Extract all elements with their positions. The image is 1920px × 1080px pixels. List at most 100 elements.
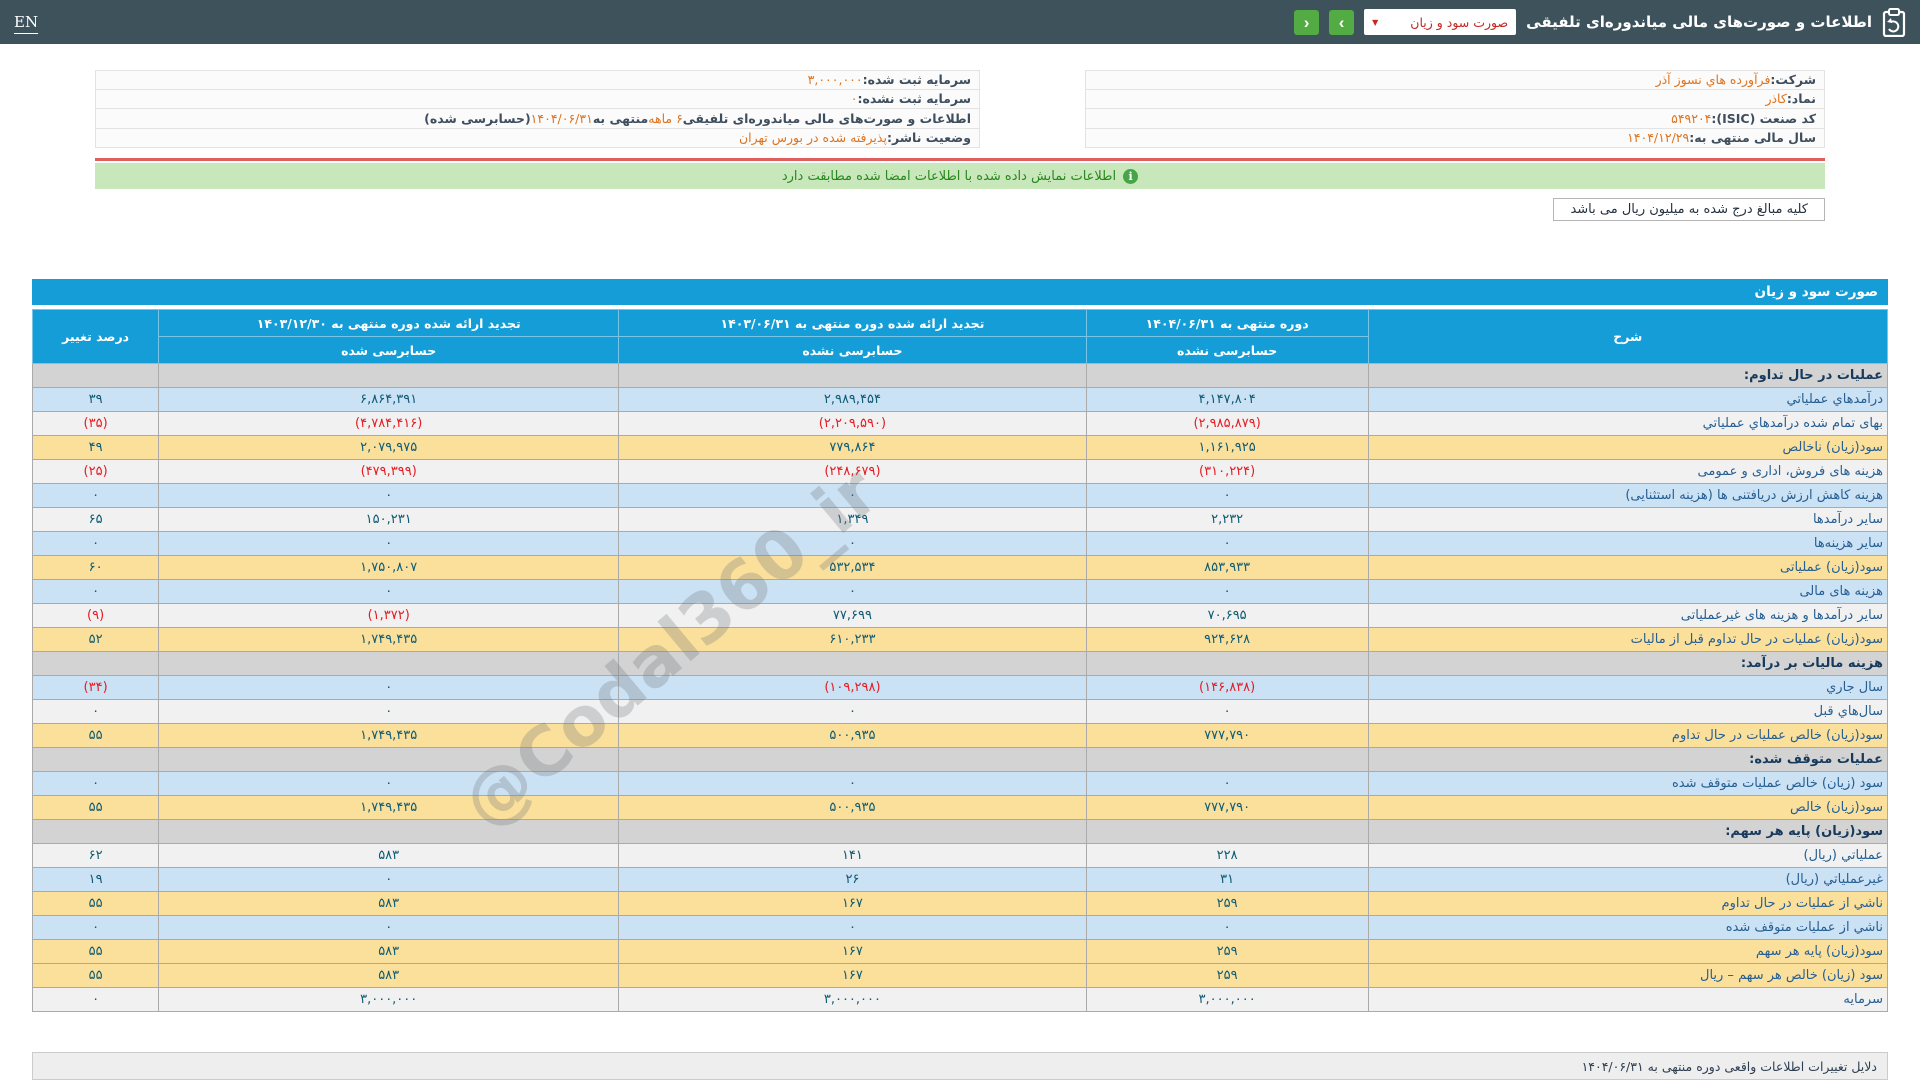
value-cell: (۲,۹۸۵,۸۷۹)	[1085, 411, 1369, 436]
value-cell: ۷۷۹,۸۶۴	[618, 435, 1087, 460]
change-percent-cell: ۰	[31, 987, 160, 1012]
value-cell: ۰	[158, 915, 620, 940]
section-row: هزینه مالیات بر درآمد:	[31, 651, 1889, 676]
value-cell: ۷۷,۶۹۹	[618, 603, 1087, 628]
value-cell: ۲,۹۸۹,۴۵۴	[618, 387, 1087, 412]
info-value: ۵۴۹۲۰۴	[1671, 110, 1712, 126]
value-cell: ۰	[1085, 771, 1369, 796]
statement-row: ناشي از عملیات متوقف شده ۰ ۰ ۰ ۰	[31, 915, 1889, 940]
value-cell: ۵۸۳	[158, 963, 620, 988]
change-percent-cell: ۴۹	[31, 435, 160, 460]
value-cell: ۰	[618, 915, 1087, 940]
section-empty-cell	[1085, 819, 1369, 844]
previous-sheet-button[interactable]: ‹	[1294, 9, 1320, 35]
company-info-row: سرمایه ثبت شده: ۳,۰۰۰,۰۰۰	[95, 70, 980, 90]
change-percent-cell: ۵۵	[31, 891, 160, 916]
statement-row: سود (زیان) خالص عملیات متوقف شده ۰ ۰ ۰ ۰	[31, 771, 1889, 796]
row-label: هزینه کاهش ارزش دریافتنی ها (هزینه استثن…	[1367, 483, 1889, 508]
statement-row: سود(زیان) پایه هر سهم ۲۵۹ ۱۶۷ ۵۸۳ ۵۵	[31, 939, 1889, 964]
change-percent-cell: ۰	[31, 915, 160, 940]
change-percent-cell: ۵۵	[31, 963, 160, 988]
value-cell: ۰	[618, 531, 1087, 556]
value-cell: ۰	[158, 483, 620, 508]
value-cell: ۳,۰۰۰,۰۰۰	[158, 987, 620, 1012]
info-value: پذیرفته شده در بورس تهران	[738, 130, 887, 146]
row-label: سود(زيان) ناخالص	[1367, 435, 1889, 460]
row-label: سود(زیان) عملیاتی	[1367, 555, 1889, 580]
value-cell: ۰	[158, 579, 620, 604]
info-label: کد صنعت (ISIC):	[1711, 110, 1816, 126]
change-percent-cell: ۵۲	[31, 627, 160, 652]
statement-table-section: صورت سود و زیان شرح دوره منتهی به ۱۴۰۴/۰…	[31, 279, 1889, 1012]
signed-data-notice-text: اطلاعات نمایش داده شده با اطلاعات امضا ش…	[781, 168, 1117, 184]
section-empty-cell	[618, 819, 1087, 844]
section-label: عملیات در حال تداوم:	[1367, 363, 1889, 388]
value-cell: ۷۷۷,۷۹۰	[1085, 795, 1369, 820]
company-info-left-column: سرمایه ثبت شده: ۳,۰۰۰,۰۰۰ سرمایه ثبت نشده…	[95, 70, 980, 148]
chevron-right-icon: ›	[1338, 12, 1345, 32]
company-info-row: اطلاعات و صورت‌های مالی میاندوره‌ای تلفی…	[95, 109, 980, 129]
info-value: ۱۴۰۴/۱۲/۲۹	[1627, 130, 1690, 146]
row-label: سود(زیان) خالص	[1367, 795, 1889, 820]
value-cell: ۰	[158, 867, 620, 892]
column-header-description: شرح	[1367, 309, 1889, 364]
statement-row: سود(زیان) خالص ۷۷۷,۷۹۰ ۵۰۰,۹۳۵ ۱,۷۴۹,۴۳۵ ۵۵	[31, 795, 1889, 820]
company-info-row: وضعیت ناشر: پذیرفته شده در بورس تهران	[95, 128, 980, 148]
value-cell: ۲۲۸	[1085, 843, 1369, 868]
info-value: ۱۴۰۴/۰۶/۳۱	[530, 110, 593, 126]
column-header-period-current: دوره منتهی به ۱۴۰۴/۰۶/۳۱	[1085, 309, 1369, 337]
info-value: فرآورده هاي نسوز آذر	[1655, 72, 1771, 88]
chevron-down-icon: ▼	[1372, 17, 1379, 27]
value-cell: ۲۵۹	[1085, 891, 1369, 916]
statement-row: سود (زیان) خالص هر سهم – ریال ۲۵۹ ۱۶۷ ۵۸۳ ۵۵	[31, 963, 1889, 988]
value-cell: (۱,۳۷۲)	[158, 603, 620, 628]
value-cell: ۵۰۰,۹۳۵	[618, 795, 1087, 820]
company-info-row: کد صنعت (ISIC): ۵۴۹۲۰۴	[1085, 109, 1825, 129]
change-percent-cell: ۰	[31, 483, 160, 508]
statement-row: سال‌هاي قبل ۰ ۰ ۰ ۰	[31, 699, 1889, 724]
value-cell: ۰	[618, 771, 1087, 796]
change-percent-cell: ۵۵	[31, 723, 160, 748]
column-header-period-restated-halfyear: تجدید ارائه شده دوره منتهی به ۱۴۰۳/۰۶/۳۱	[618, 309, 1087, 337]
section-empty-cell	[618, 747, 1087, 772]
info-icon: i	[1123, 168, 1139, 184]
statement-type-select[interactable]: صورت سود و زیان ▼	[1364, 9, 1517, 35]
value-cell: ۷۰,۶۹۵	[1085, 603, 1369, 628]
value-cell: ۰	[158, 675, 620, 700]
section-label: عملیات متوقف شده:	[1367, 747, 1889, 772]
value-cell: (۲,۲۰۹,۵۹۰)	[618, 411, 1087, 436]
value-cell: ۱۴۱	[618, 843, 1087, 868]
statement-row: سود(زیان) خالص عملیات در حال تداوم ۷۷۷,۷۹…	[31, 723, 1889, 748]
statement-row: هزینه های مالی ۰ ۰ ۰ ۰	[31, 579, 1889, 604]
change-percent-cell: (۳۵)	[31, 411, 160, 436]
page-title: اطلاعات و صورت‌های مالی میاندوره‌ای تلفی…	[1526, 13, 1872, 31]
company-info-row: نماد: کاذر	[1085, 89, 1825, 109]
next-sheet-button[interactable]: ›	[1329, 9, 1355, 35]
company-info-row: سرمایه ثبت نشده: ۰	[95, 89, 980, 109]
row-label: سال جاري	[1367, 675, 1889, 700]
change-percent-cell: ۶۵	[31, 507, 160, 532]
change-percent-cell: (۲۵)	[31, 459, 160, 484]
info-label: نماد:	[1786, 91, 1816, 107]
value-cell: ۰	[1085, 483, 1369, 508]
value-cell: (۱۴۶,۸۳۸)	[1085, 675, 1369, 700]
info-label: سرمایه ثبت نشده:	[857, 91, 971, 107]
info-value: ۳,۰۰۰,۰۰۰	[807, 72, 863, 88]
value-cell: ۵۳۲,۵۳۴	[618, 555, 1087, 580]
section-empty-cell	[1085, 651, 1369, 676]
value-cell: (۴,۷۸۴,۴۱۶)	[158, 411, 620, 436]
statement-row: سود(زیان) عملیاتی ۸۵۳,۹۳۳ ۵۳۲,۵۳۴ ۱,۷۵۰,۸۰۷…	[31, 555, 1889, 580]
info-label: (حسابرسی شده)	[424, 110, 531, 126]
section-row: عملیات متوقف شده:	[31, 747, 1889, 772]
language-toggle-en[interactable]: EN	[14, 13, 39, 31]
statement-row: سایر درآمدها و هزینه های غیرعملیاتی ۷۰,۶۹…	[31, 603, 1889, 628]
statement-row: درآمدهاي عملياتي ۴,۱۴۷,۸۰۴ ۲,۹۸۹,۴۵۴ ۶,۸۶۴,…	[31, 387, 1889, 412]
value-cell: ۱۶۷	[618, 939, 1087, 964]
change-percent-cell: (۳۴)	[31, 675, 160, 700]
value-cell: ۰	[158, 771, 620, 796]
row-label: ناشي از عملیات متوقف شده	[1367, 915, 1889, 940]
value-cell: (۴۷۹,۳۹۹)	[158, 459, 620, 484]
row-label: سایر درآمدها	[1367, 507, 1889, 532]
section-empty-cell	[31, 363, 160, 388]
column-header-change-percent: درصد تغییر	[31, 309, 160, 364]
